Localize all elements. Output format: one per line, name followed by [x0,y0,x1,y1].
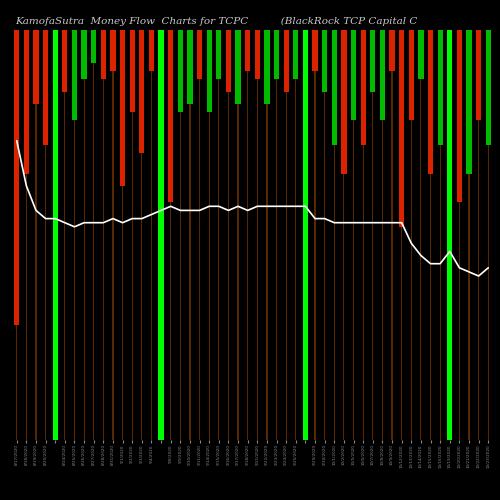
Bar [91,30,96,63]
Bar [254,30,260,79]
Bar [399,30,404,227]
Bar [170,30,172,440]
Bar [447,30,452,440]
Bar [72,30,77,120]
Bar [45,30,46,440]
Bar [274,30,279,79]
Bar [342,30,346,174]
Bar [199,30,200,440]
Bar [486,30,491,145]
Bar [74,30,75,440]
Bar [322,30,328,92]
Bar [295,30,296,440]
Bar [206,30,212,112]
Bar [380,30,385,120]
Bar [276,30,277,440]
Bar [360,30,366,145]
Bar [100,30,106,79]
Bar [82,30,86,79]
Bar [245,30,250,71]
Bar [158,30,164,440]
Bar [130,30,135,112]
Bar [16,30,18,440]
Bar [286,30,287,440]
Bar [408,30,414,120]
Bar [334,30,335,440]
Bar [112,30,114,440]
Bar [24,30,29,174]
Bar [284,30,289,92]
Bar [303,30,308,440]
Bar [14,30,20,325]
Bar [168,30,173,202]
Bar [420,30,422,440]
Bar [351,30,356,120]
Bar [122,30,123,440]
Bar [139,30,144,153]
Bar [332,30,337,145]
Bar [353,30,354,440]
Bar [476,30,482,120]
Bar [103,30,104,440]
Bar [132,30,133,440]
Bar [197,30,202,79]
Bar [43,30,49,145]
Text: KamofaSutra  Money Flow  Charts for TCPC          (BlackRock TCP Capital C: KamofaSutra Money Flow Charts for TCPC (… [15,17,417,26]
Bar [151,30,152,440]
Bar [478,30,479,440]
Bar [52,30,58,440]
Bar [188,30,192,104]
Bar [226,30,231,92]
Bar [466,30,471,174]
Bar [64,30,66,440]
Bar [372,30,374,440]
Bar [93,30,94,440]
Bar [401,30,402,440]
Bar [312,30,318,71]
Bar [382,30,383,440]
Bar [208,30,210,440]
Bar [370,30,376,92]
Bar [256,30,258,440]
Bar [438,30,443,145]
Bar [216,30,222,79]
Bar [418,30,424,79]
Bar [149,30,154,71]
Bar [120,30,125,186]
Bar [228,30,229,440]
Bar [390,30,394,71]
Bar [430,30,431,440]
Bar [34,30,38,104]
Bar [110,30,116,71]
Bar [293,30,298,79]
Bar [218,30,220,440]
Bar [324,30,325,440]
Bar [456,30,462,202]
Bar [62,30,68,92]
Bar [488,30,489,440]
Bar [264,30,270,104]
Bar [26,30,27,440]
Bar [236,30,240,104]
Bar [247,30,248,440]
Bar [428,30,433,174]
Bar [314,30,316,440]
Bar [410,30,412,440]
Bar [178,30,183,112]
Bar [266,30,268,440]
Bar [459,30,460,440]
Bar [362,30,364,440]
Bar [468,30,469,440]
Bar [180,30,181,440]
